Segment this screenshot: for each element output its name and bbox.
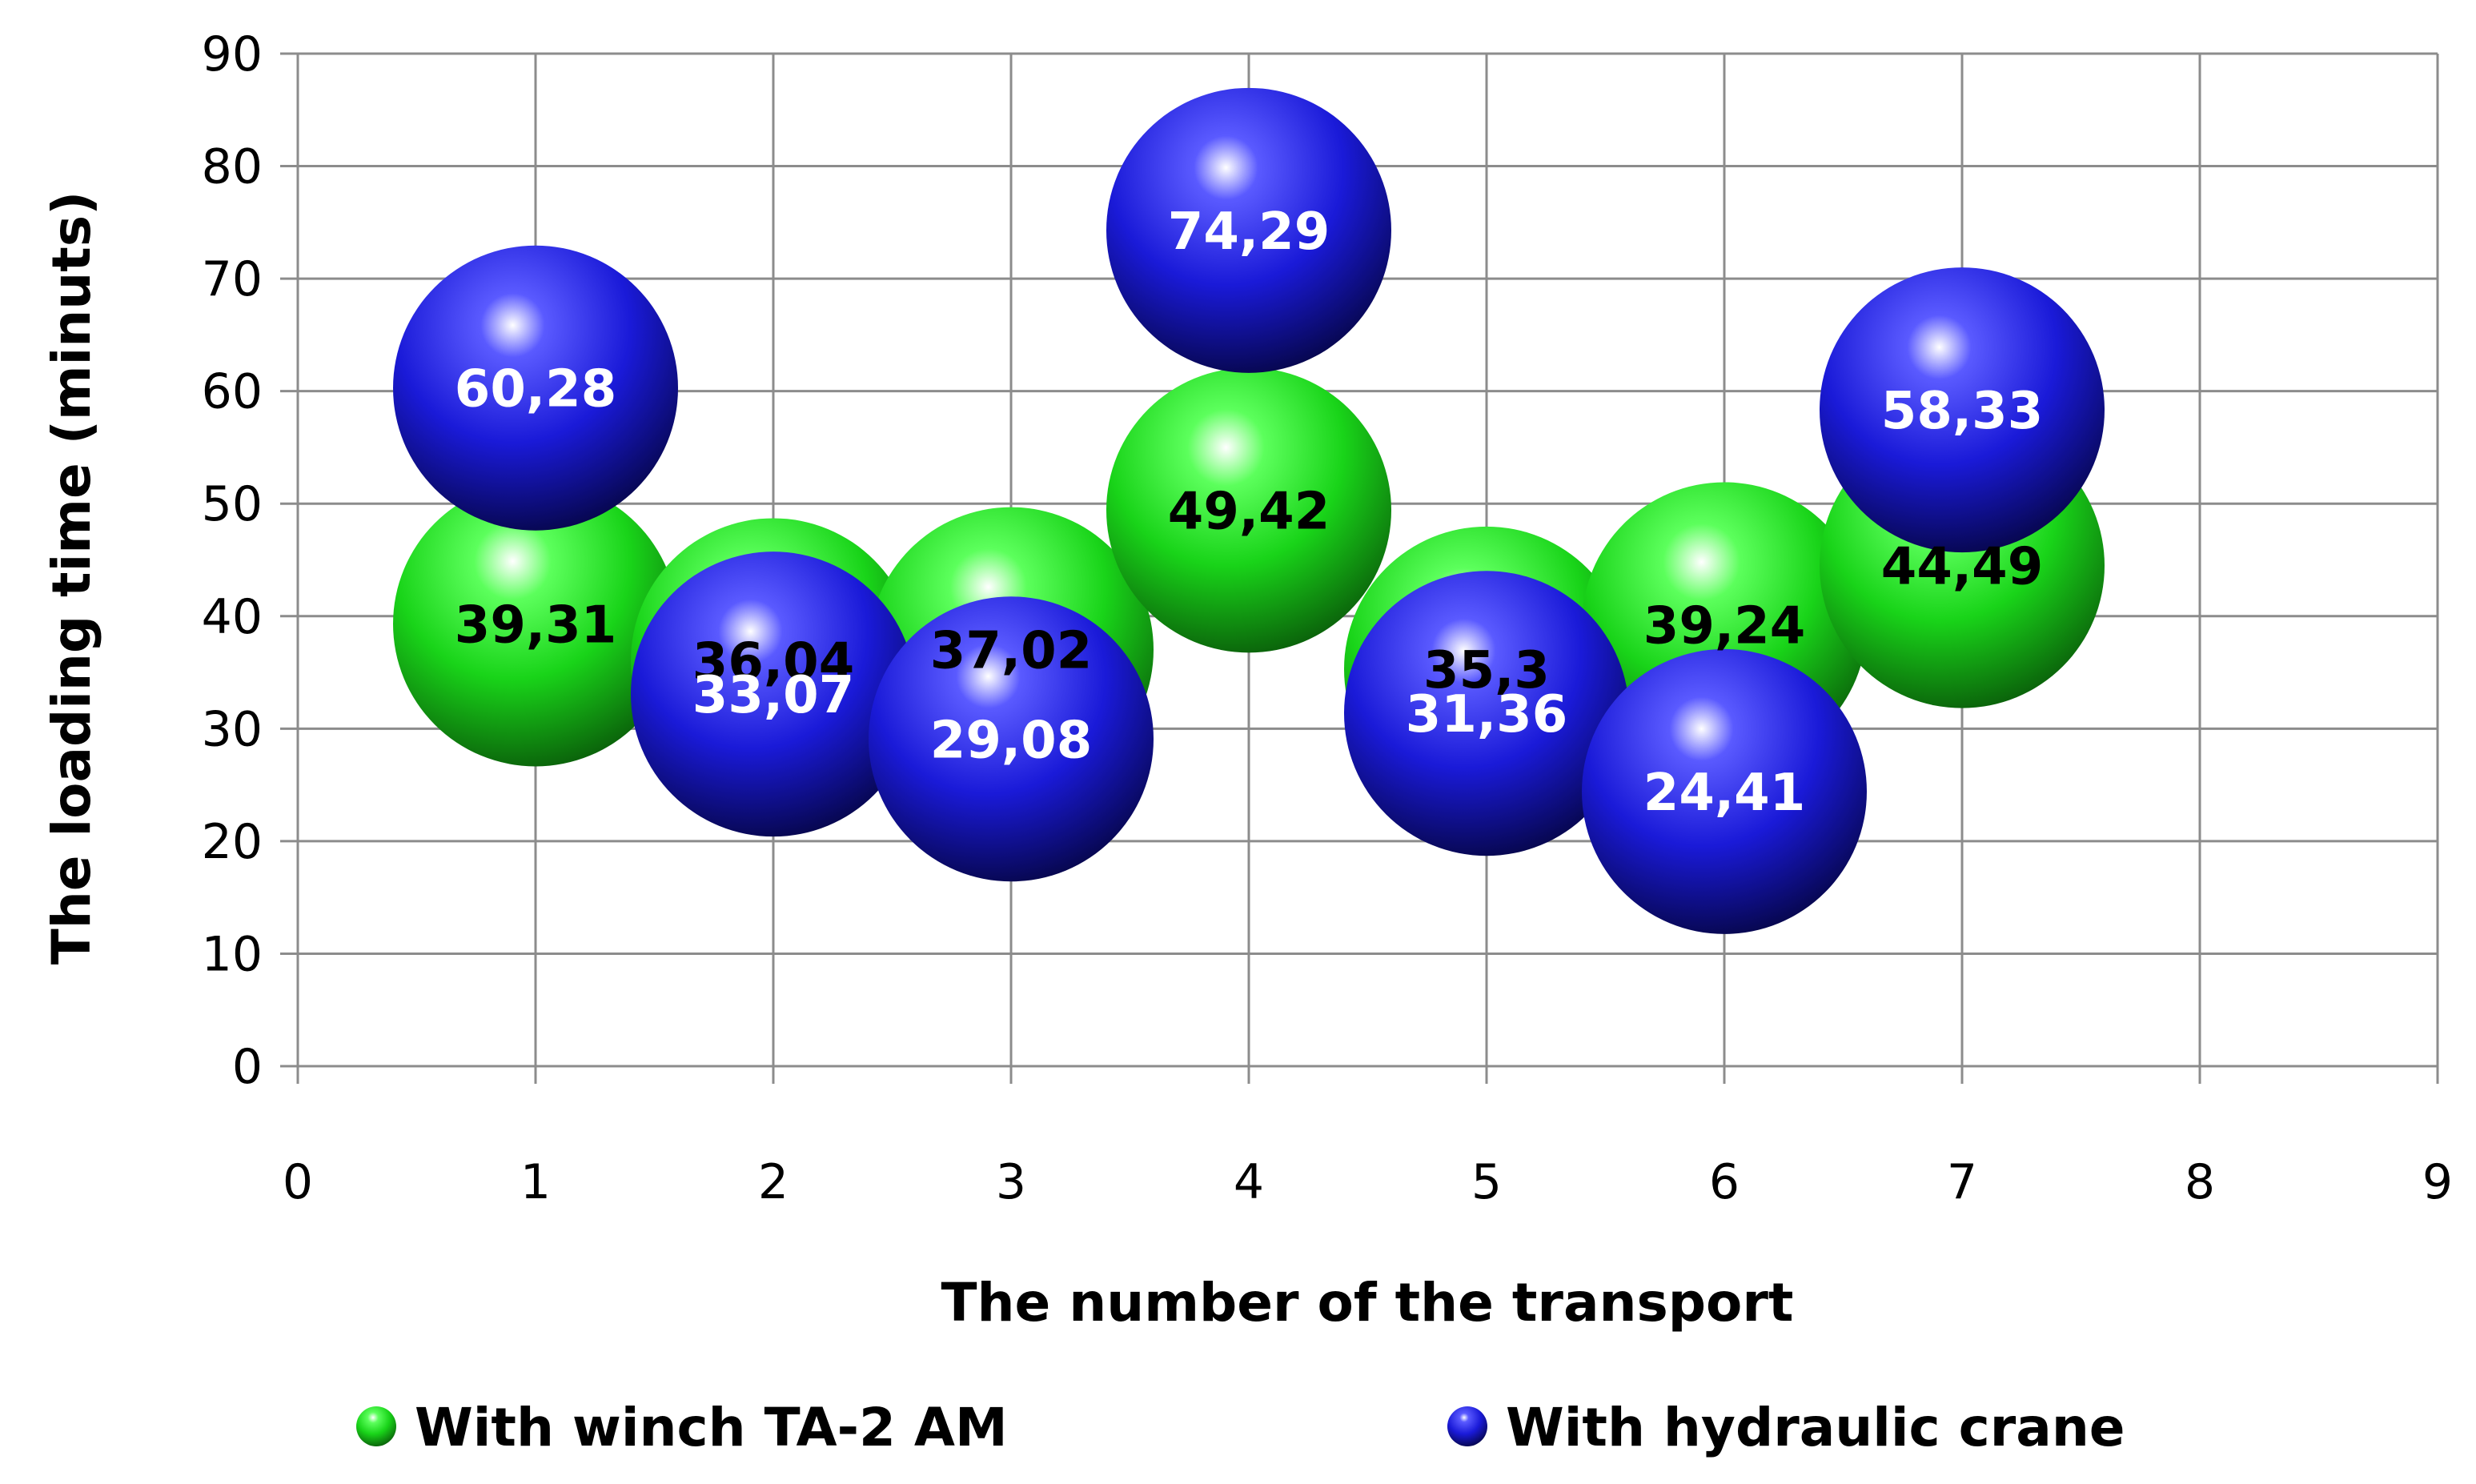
x-tick-label: 3 [996, 1154, 1026, 1210]
data-label-series-1: 36,04 [692, 632, 854, 692]
y-tick-label: 40 [202, 589, 263, 645]
data-label-series-1: 44,49 [1881, 538, 2043, 597]
x-tick-label: 2 [758, 1154, 789, 1210]
bubble-series-1 [1106, 367, 1391, 653]
y-tick-label: 20 [202, 814, 263, 870]
x-tick-label: 6 [1709, 1154, 1740, 1210]
y-tick-label: 90 [202, 26, 263, 82]
bubble-series-2 [1344, 571, 1629, 856]
y-tick-label: 30 [202, 701, 263, 757]
axes: 0 10 20 30 40 50 60 70 80 90 0 1 2 3 4 5 6 7 8 9 [202, 26, 2453, 1210]
x-tick-label: 5 [1471, 1154, 1502, 1210]
x-tick-label: 7 [1947, 1154, 1977, 1210]
x-tick-label: 4 [1234, 1154, 1264, 1210]
data-label-series-1: 35,3 [1423, 641, 1550, 700]
legend-label-series-1: With winch TA-2 AM [415, 1397, 1008, 1458]
x-tick-label: 0 [283, 1154, 313, 1210]
legend-label-series-2: With hydraulic crane [1506, 1397, 2125, 1458]
legend-marker-series-2 [1447, 1406, 1487, 1446]
x-axis-title: The number of the transport [941, 1272, 1794, 1334]
data-label-series-1: 37,02 [930, 622, 1092, 681]
data-label-series-1: 39,24 [1643, 596, 1805, 656]
y-tick-label: 80 [202, 139, 263, 195]
data-label-series-2: 29,08 [930, 711, 1092, 770]
bubble-series-2 [1106, 87, 1391, 373]
legend-marker-series-1 [356, 1406, 396, 1446]
data-label-series-2: 24,41 [1643, 764, 1805, 823]
x-tick-label: 1 [520, 1154, 551, 1210]
x-tick-label: 8 [2185, 1154, 2215, 1210]
data-label-series-1: 49,42 [1168, 482, 1330, 541]
y-tick-label: 10 [202, 926, 263, 982]
legend: With winch TA-2 AM With hydraulic crane [356, 1397, 2125, 1458]
bubble-series-2 [1820, 267, 2105, 553]
y-tick-label: 50 [202, 476, 263, 532]
data-label-series-2: 60,28 [455, 360, 616, 419]
data-label-series-2: 33,07 [692, 666, 854, 725]
y-tick-label: 60 [202, 364, 263, 420]
bubble-series-2 [1582, 648, 1867, 934]
data-label-series-1: 39,31 [455, 596, 616, 655]
bubble-series-2 [631, 551, 916, 837]
bubble-series-2 [393, 245, 678, 531]
bubbles [393, 87, 2105, 934]
data-label-series-2: 58,33 [1881, 382, 2043, 441]
data-label-series-2: 74,29 [1168, 203, 1330, 262]
y-tick-label: 70 [202, 251, 263, 307]
data-labels: 39,31 36,04 37,02 49,42 35,3 39,24 44,49 60,28 3… [455, 203, 2043, 823]
y-axis-title: The loading time (minuts) [41, 191, 102, 965]
bubble-series-1 [393, 481, 678, 767]
axis-titles: The number of the transport The loading … [41, 191, 1793, 1334]
bubble-series-2 [869, 596, 1154, 882]
y-tick-label: 0 [232, 1039, 263, 1095]
x-tick-label: 9 [2422, 1154, 2453, 1210]
data-label-series-2: 31,36 [1406, 685, 1567, 744]
